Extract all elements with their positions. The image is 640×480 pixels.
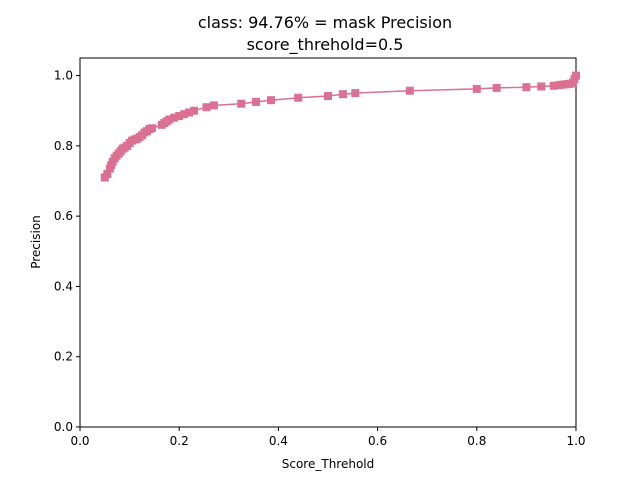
x-tick-label: 0.2 <box>170 434 189 448</box>
data-point-marker <box>294 93 303 102</box>
data-point-marker <box>165 115 174 124</box>
data-point-marker <box>185 108 194 117</box>
x-tick-label: 1.0 <box>566 434 585 448</box>
y-axis-label: Precision <box>29 215 43 269</box>
data-point-marker <box>572 71 580 80</box>
data-point-marker <box>267 96 275 105</box>
y-axis: 0.0 0.2 0.4 0.6 0.8 1.0 <box>54 69 80 434</box>
plot-area <box>79 57 580 428</box>
data-point-marker <box>351 89 360 98</box>
y-tick-label: 0.0 <box>54 420 73 434</box>
data-point-marker <box>492 83 501 92</box>
x-axis: 0.0 0.2 0.4 0.6 0.8 1.0 <box>70 427 586 448</box>
x-tick-label: 0.6 <box>368 434 387 448</box>
y-tick-label: 0.2 <box>54 350 73 364</box>
data-point-marker <box>522 83 531 92</box>
data-point-marker <box>103 170 112 178</box>
data-point-marker <box>237 99 246 108</box>
data-point-marker <box>147 124 156 133</box>
y-tick-label: 0.6 <box>54 209 73 223</box>
plot-frame <box>79 57 577 428</box>
data-point-marker <box>209 101 218 110</box>
data-point-marker <box>190 106 199 115</box>
data-point-marker <box>252 97 261 106</box>
data-point-marker <box>472 84 481 93</box>
data-point-marker <box>180 110 189 119</box>
chart-title-line2: score_threhold=0.5 <box>247 35 404 55</box>
x-axis-label: Score_Threhold <box>282 457 375 471</box>
data-point-marker <box>405 86 414 95</box>
data-point-marker <box>170 113 179 122</box>
chart-title-line1: class: 94.76% = mask Precision <box>198 13 452 32</box>
data-point-marker <box>202 103 211 112</box>
data-point-marker <box>175 112 184 120</box>
data-point-marker <box>324 92 332 100</box>
x-tick-label: 0.8 <box>467 434 486 448</box>
data-point-marker <box>549 81 558 90</box>
series-layer <box>100 71 580 182</box>
x-tick-label: 0.4 <box>269 434 288 448</box>
y-tick-label: 1.0 <box>54 69 73 83</box>
y-tick-label: 0.4 <box>54 279 73 293</box>
data-point-marker <box>338 90 347 99</box>
y-tick-label: 0.8 <box>54 139 73 153</box>
data-point-marker <box>537 82 546 91</box>
x-tick-label: 0.0 <box>70 434 89 448</box>
